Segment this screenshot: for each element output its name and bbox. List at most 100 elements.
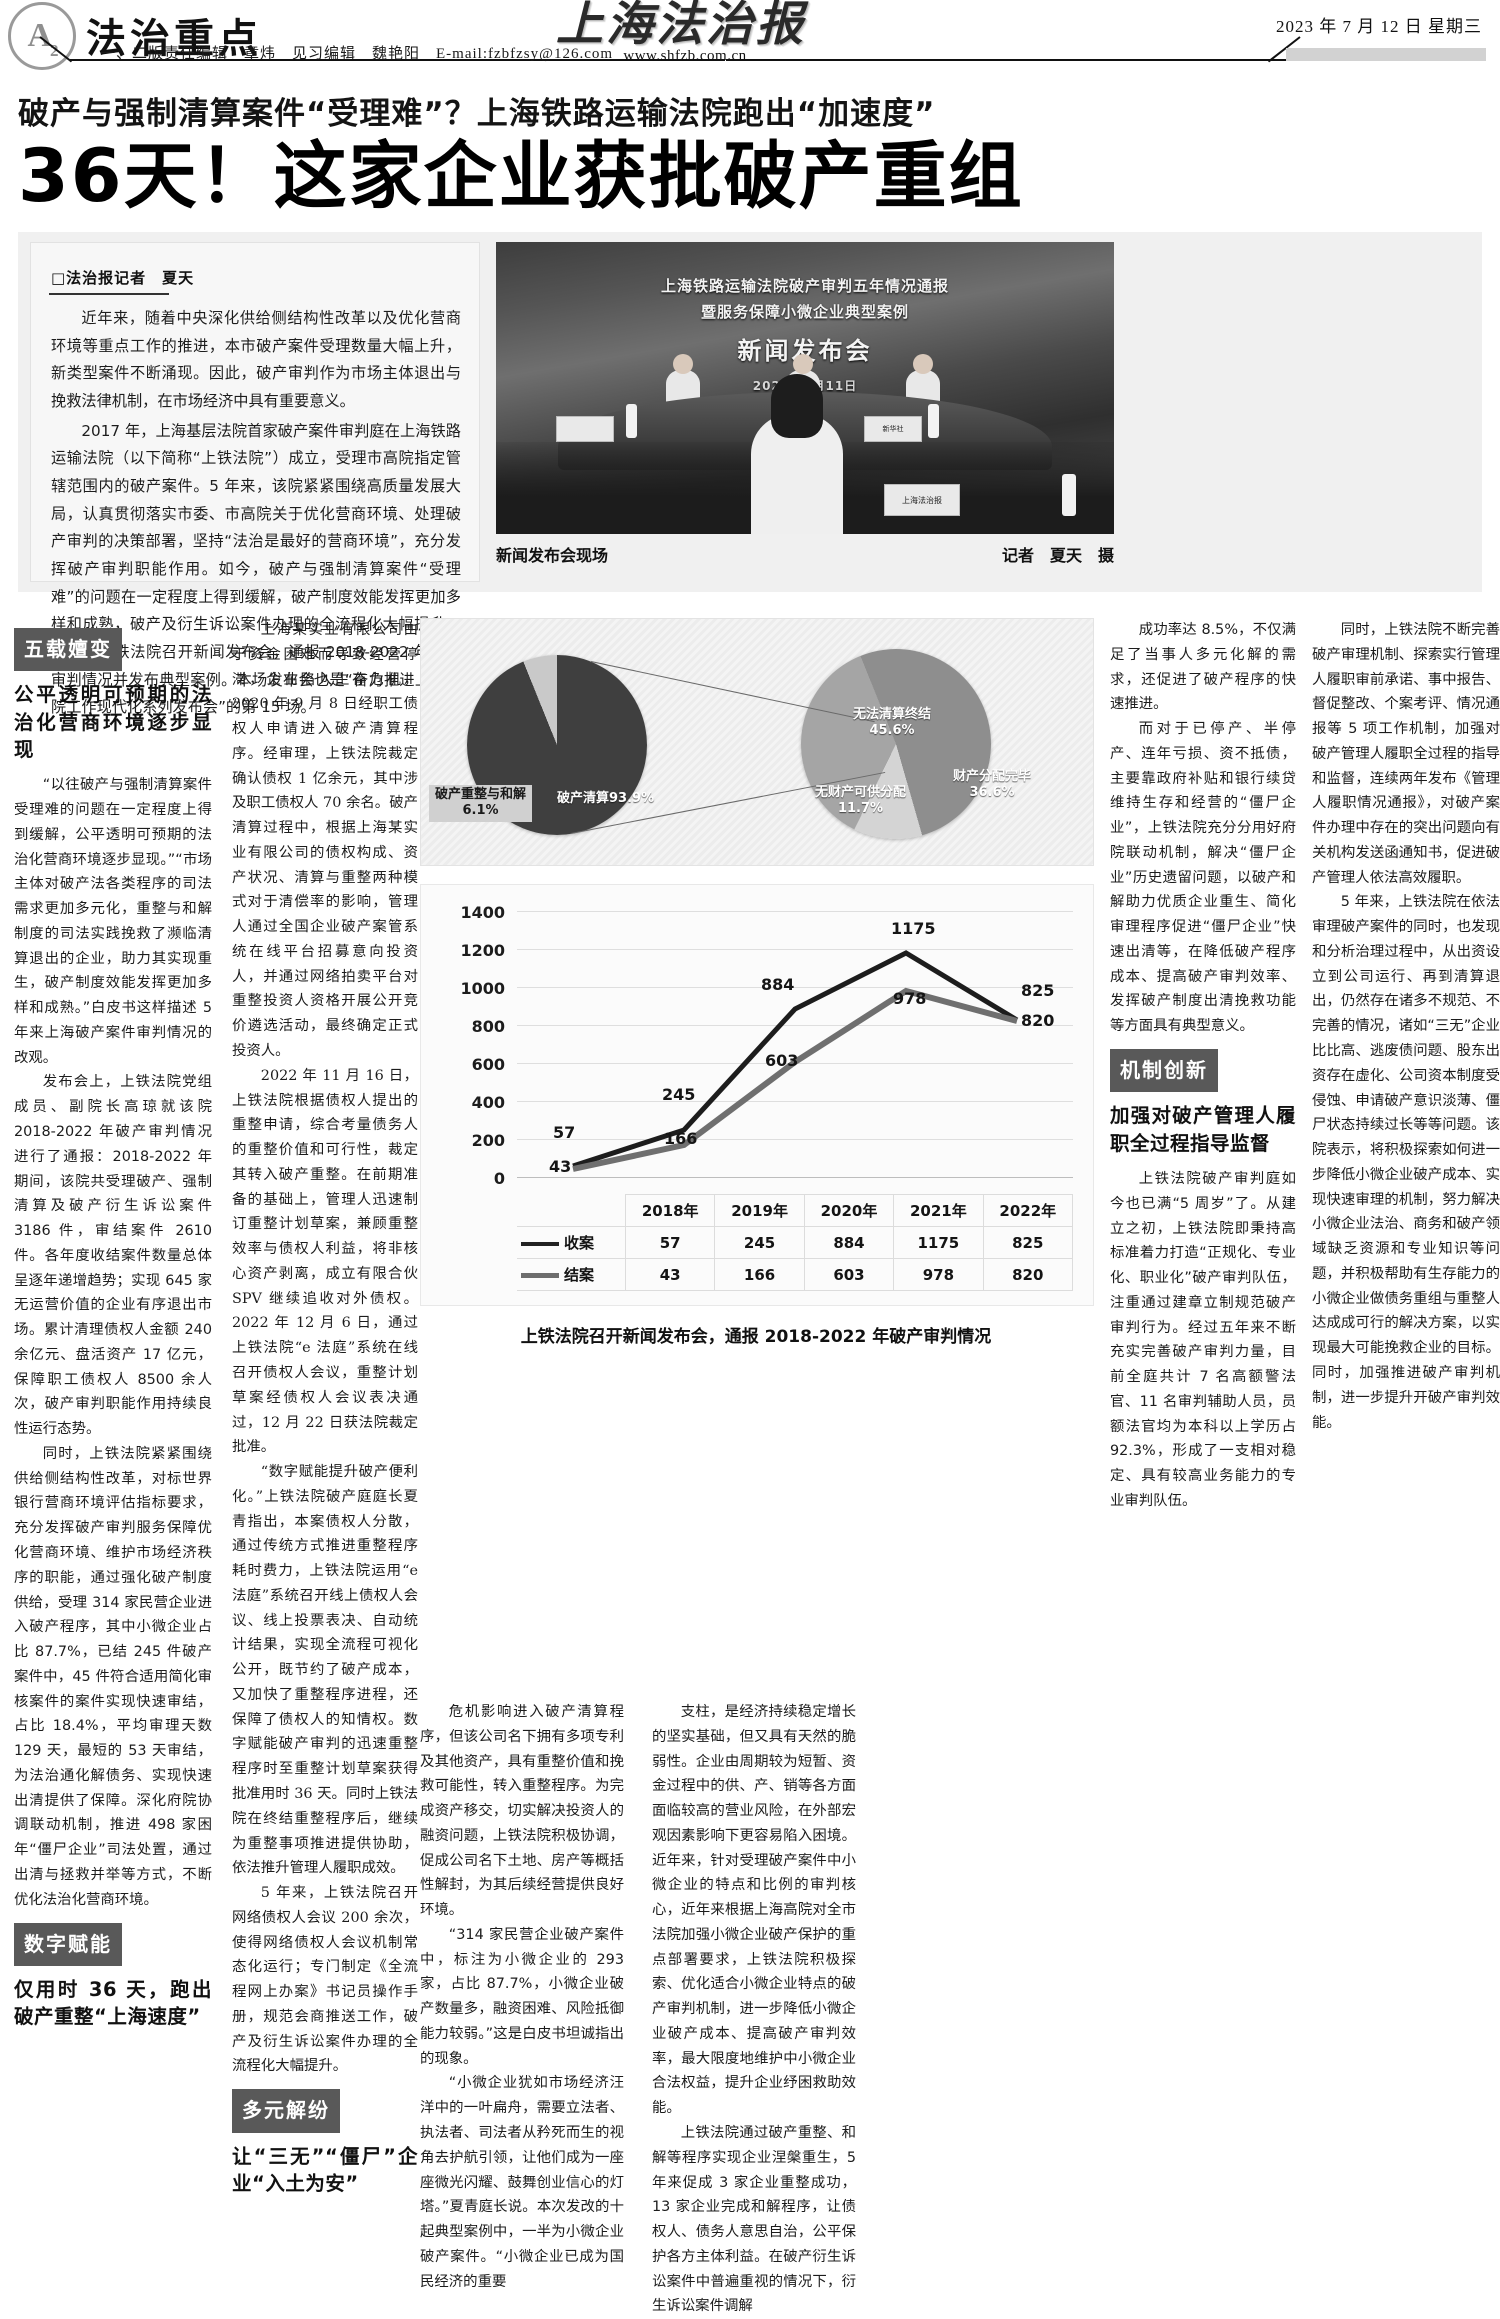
- legend-item-closed: 结案: [517, 1258, 626, 1291]
- paragraph: 上铁法院通过破产重整、和解等程序实现企业涅槃重生，5 年来促成 3 家企业重整成…: [652, 2125, 856, 2315]
- section-title-4: 加强对破产管理人履职全过程指导监督: [1110, 1104, 1296, 1155]
- gridline: [517, 987, 1073, 988]
- point-label-2021-received: 1175: [891, 919, 936, 938]
- lead-paragraph: 近年来，随着中央深化供给侧结构性改革以及优化营商环境等重点工作的推进，本市破产案…: [51, 309, 461, 410]
- masthead-rule-right: [726, 59, 1286, 61]
- pie-label-unliquidatable: 无法清算终结 45.6%: [853, 707, 931, 740]
- paragraph: 上海某实业有限公司由于资金困难而导致经营停滞，企业陷入生存危机，2020 年 9…: [232, 622, 418, 1060]
- section-title-2: 仅用时 36 天，跑出破产重整“上海速度”: [14, 1977, 212, 2029]
- water-bottle: [626, 404, 637, 438]
- paragraph: 同时，上铁法院不断完善破产审理机制、探索实行管理人履职审前承诺、事中报告、督促整…: [1312, 622, 1500, 886]
- section-tag-3: 多元解纷: [232, 2089, 340, 2133]
- legend-label: 收案: [564, 1234, 595, 1252]
- paragraph: “以往破产与强制清算案件受理难的问题在一定程度上得到缓解，公平透明可预期的法治化…: [14, 777, 212, 1066]
- section-name: 法治重点: [86, 16, 262, 62]
- pie-label-text: 无财产可供分配: [815, 785, 907, 800]
- paragraph: 5 年来，上铁法院在依法审理破产案件的同时，也发现和分析治理过程中，从出资设立到…: [1312, 894, 1500, 1431]
- water-bottle: [1062, 474, 1076, 516]
- y-tick-1200: 1200: [460, 941, 505, 960]
- desk-nameplate: 上海法治报: [884, 484, 960, 516]
- water-bottle: [928, 404, 939, 438]
- cell-closed-2019: 166: [714, 1258, 805, 1291]
- gridline: [517, 1101, 1073, 1102]
- panelist-head: [673, 354, 693, 374]
- byline-rule: [49, 293, 169, 295]
- paper-name: 上海法治报: [556, 0, 806, 52]
- table-row: 收案 57 245 884 1175 825: [517, 1226, 1074, 1259]
- headline-kicker: 破产与强制清算案件“受理难”？上海铁路运输法院跑出“加速度”: [18, 96, 936, 132]
- desk-nameplate: 新华社: [864, 416, 922, 442]
- point-label-2020-received: 884: [761, 975, 795, 994]
- pie-value-unliquidatable: 45.6%: [869, 723, 915, 739]
- charts-panel: 破产清算93.9% 破产重整与和解 6.1% 无法清算终结 45.6% 财产分配…: [420, 618, 1094, 1347]
- legend-swatch-line-icon: [521, 1241, 559, 1246]
- series-line-received: [572, 950, 1019, 1169]
- section-title-3: 让“三无”“僵尸”企业“入土为安”: [232, 2144, 418, 2195]
- pie-value-restructure: 6.1%: [462, 803, 499, 819]
- pie-label-text: 破产清算: [557, 791, 610, 806]
- legend-item-received: 收案: [517, 1226, 626, 1259]
- gridline: [517, 1025, 1073, 1026]
- byline: □法治报记者 夏天: [51, 269, 195, 287]
- lead-block: □法治报记者 夏天 近年来，随着中央深化供给侧结构性改革以及优化营商环境等重点工…: [18, 232, 1482, 716]
- point-label-2019-closed: 166: [664, 1129, 698, 1148]
- paragraph: 发布会上，上铁法院党组成员、副院长高琼就该院 2018-2022 年破产审判情况…: [14, 1074, 212, 1438]
- paragraph: 同时，上铁法院紧紧围绕供给侧结构性改革，对标世界银行营商环境评估指标要求，充分发…: [14, 1445, 212, 1908]
- page-title: 36天！这家企业获批破产重组: [18, 134, 1024, 219]
- panelist-head: [913, 354, 933, 374]
- badge-letter: A: [27, 17, 52, 54]
- legend-corner-cell: [517, 1194, 626, 1227]
- paper-website[interactable]: www.shfzb.com.cn: [623, 48, 747, 64]
- gridline: [517, 1139, 1073, 1140]
- lead-paragraph: 2017 年，上海基层法院首家破产案件审判庭在上海铁路运输法院（以下简称“上铁法…: [51, 421, 461, 717]
- column-1: 五载嬗变 公平透明可预期的法治化营商环境逐步显现 “以往破产与强制清算案件受理难…: [14, 618, 212, 2040]
- pie-label-liquidation: 破产清算93.9%: [557, 791, 654, 807]
- pie-label-text: 破产重整与和解: [435, 787, 527, 802]
- point-label-2022-received: 825: [1021, 981, 1055, 1000]
- lower-column-2: 支柱，是经济持续稳定增长的坚实基础，但又具有天然的脆弱性。企业由周期较为短暂、资…: [652, 1700, 856, 2319]
- lead-body: 近年来，随着中央深化供给侧结构性改革以及优化营商环境等重点工作的推进，本市破产案…: [51, 305, 461, 724]
- pie-label-text: 无法清算终结: [853, 707, 932, 722]
- point-label-2020-closed: 603: [765, 1051, 799, 1070]
- cell-received-2018: 57: [624, 1226, 716, 1259]
- y-tick-800: 800: [471, 1017, 505, 1036]
- legend-swatch-line-icon: [521, 1273, 559, 1278]
- paragraph: 2022 年 11 月 16 日，上铁法院根据债权人提出的重整申请，综合考量债务…: [232, 1067, 418, 1456]
- point-label-2022-closed: 820: [1021, 1011, 1055, 1030]
- line-chart-data-table: 2018年 2019年 2020年 2021年 2022年 收案 57 245 …: [517, 1194, 1074, 1291]
- paragraph: 成功率达 8.5%，不仅满足了当事人多元化解的需求，还促进了破产程序的快速推进。: [1110, 622, 1296, 713]
- y-tick-0: 0: [493, 1169, 505, 1188]
- gridline: [517, 911, 1073, 912]
- x-tick-2018: 2018年: [624, 1194, 716, 1227]
- pie-value-distributed: 36.6%: [969, 785, 1015, 801]
- y-tick-1400: 1400: [460, 903, 505, 922]
- gridline: [517, 949, 1073, 950]
- section-title-1: 公平透明可预期的法治化营商环境逐步显现: [14, 683, 212, 761]
- column-5: 同时，上铁法院不断完善破产审理机制、探索实行管理人履职审前承诺、事中报告、督促整…: [1312, 618, 1500, 1435]
- line-chart-svg: [572, 950, 1019, 1172]
- pie-label-distributed: 财产分配完毕 36.6%: [953, 769, 1031, 802]
- masthead-rule-left: [70, 59, 725, 61]
- pie-label-text: 财产分配完毕: [953, 769, 1032, 784]
- paragraph: 而对于已停产、半停产、连年亏损、资不抵债，主要靠政府补贴和银行续贷维持生存和经营…: [1110, 721, 1296, 1035]
- desk-nameplate: [556, 416, 614, 442]
- point-label-2019-received: 245: [662, 1085, 696, 1104]
- cell-received-2022: 825: [982, 1226, 1074, 1259]
- x-tick-2022: 2022年: [982, 1194, 1074, 1227]
- paragraph: 上铁法院破产审判庭如今也已满“5 周岁”了。从建立之初，上铁法院即秉持高标准着力…: [1110, 1171, 1296, 1509]
- photo-caption: 新闻发布会现场: [496, 546, 609, 565]
- table-row: 结案 43 166 603 978 820: [517, 1258, 1074, 1291]
- gridline-baseline: [517, 1177, 1073, 1178]
- y-tick-200: 200: [471, 1131, 505, 1150]
- audience-person: [751, 374, 843, 534]
- cell-received-2021: 1175: [893, 1226, 984, 1259]
- x-tick-2019: 2019年: [714, 1194, 805, 1227]
- column-4: 成功率达 8.5%，不仅满足了当事人多元化解的需求，还促进了破产程序的快速推进。…: [1110, 618, 1296, 1514]
- cell-closed-2022: 820: [982, 1258, 1074, 1291]
- paragraph: 5 年来，上铁法院召开网络债权人会议 200 余次，使得网络债权人会议机制常态化…: [232, 1885, 418, 2075]
- x-tick-2021: 2021年: [893, 1194, 984, 1227]
- section-tag-1: 五载嬗变: [14, 628, 122, 672]
- cell-received-2019: 245: [714, 1226, 805, 1259]
